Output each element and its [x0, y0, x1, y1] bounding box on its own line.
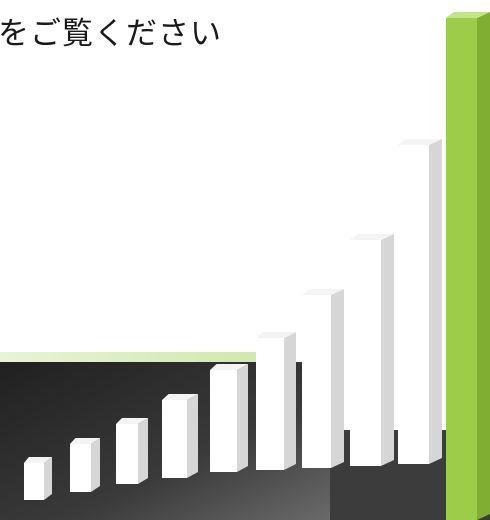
- bar-top: [70, 438, 100, 444]
- bar: [162, 394, 198, 478]
- bar: [116, 418, 148, 484]
- bar-top: [210, 364, 248, 370]
- bar-front: [24, 463, 44, 500]
- bar-front: [446, 18, 477, 520]
- bar-side: [284, 332, 296, 470]
- bar-top: [24, 457, 52, 463]
- bar-front: [256, 338, 284, 470]
- bars-group: [24, 12, 490, 520]
- bar-top: [302, 289, 344, 295]
- bar: [70, 438, 100, 492]
- bar-top: [398, 139, 442, 145]
- bar-front: [70, 444, 91, 492]
- bar-side: [237, 364, 248, 472]
- bar-front: [398, 145, 429, 464]
- accent-bar: [446, 12, 490, 520]
- bar-top: [446, 12, 490, 18]
- bar-front: [210, 370, 237, 472]
- bar-top: [350, 234, 394, 240]
- bar-front: [302, 295, 331, 468]
- bar-front: [350, 240, 381, 466]
- bar-top: [116, 418, 148, 424]
- bar-top: [162, 394, 198, 400]
- bar: [256, 332, 296, 470]
- bar-side: [91, 438, 100, 492]
- bar: [350, 234, 394, 466]
- bar-side: [477, 12, 490, 520]
- bar-front: [162, 400, 187, 478]
- bar-side: [381, 234, 394, 466]
- background-stripe: [0, 352, 290, 362]
- bar-side: [44, 457, 52, 500]
- bar-front: [116, 424, 138, 484]
- bar-side: [187, 394, 198, 478]
- bar-side: [138, 418, 148, 484]
- bar-side: [331, 289, 344, 468]
- bar: [398, 139, 442, 464]
- bar-top: [256, 332, 296, 338]
- slide-heading: をご覧ください: [0, 16, 222, 52]
- bar-side: [429, 139, 442, 464]
- bar: [210, 364, 248, 472]
- bar: [302, 289, 344, 468]
- bar: [24, 457, 52, 500]
